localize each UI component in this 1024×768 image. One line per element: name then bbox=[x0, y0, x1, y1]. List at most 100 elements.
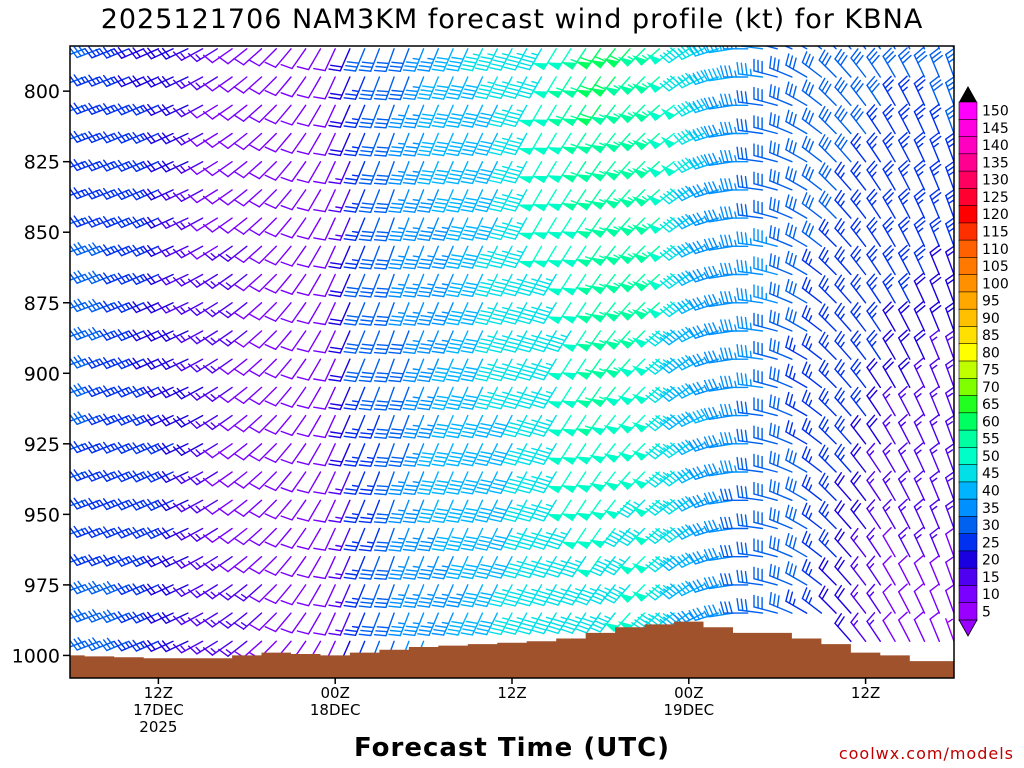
barb-full bbox=[132, 414, 142, 425]
barb-full bbox=[60, 583, 67, 592]
barb-full bbox=[172, 643, 183, 654]
barb-full bbox=[280, 600, 293, 606]
barb-full bbox=[157, 105, 167, 117]
barb-full bbox=[376, 174, 390, 178]
barb-full bbox=[84, 160, 93, 172]
barb-half bbox=[165, 305, 171, 312]
barb-full bbox=[161, 471, 171, 482]
barb-staff bbox=[274, 76, 292, 97]
barb-full bbox=[143, 500, 153, 511]
barb-full bbox=[99, 499, 108, 511]
barb-full bbox=[391, 61, 404, 65]
wind-barb bbox=[388, 104, 410, 129]
barb-staff bbox=[242, 217, 263, 235]
barb-full bbox=[389, 516, 403, 520]
barb-full bbox=[41, 132, 48, 141]
wind-barb bbox=[187, 217, 219, 232]
barb-half bbox=[351, 513, 360, 516]
barb-full bbox=[73, 469, 82, 480]
barb-full bbox=[70, 470, 78, 482]
barb-staff bbox=[211, 527, 233, 543]
barb-full bbox=[328, 68, 341, 72]
wind-barb bbox=[280, 189, 307, 211]
barb-staff bbox=[307, 330, 322, 353]
barb-half bbox=[412, 424, 421, 427]
barb-full bbox=[345, 290, 358, 294]
barb-full bbox=[389, 291, 403, 294]
barb-full bbox=[88, 159, 97, 170]
barb-full bbox=[233, 593, 245, 602]
wind-barb bbox=[280, 217, 307, 239]
barb-full bbox=[113, 443, 123, 454]
wind-barb bbox=[313, 584, 336, 608]
barb-full bbox=[70, 499, 78, 510]
barb-half bbox=[110, 331, 116, 338]
barb-full bbox=[147, 132, 156, 143]
wind-barb bbox=[280, 612, 307, 634]
barb-full bbox=[161, 527, 171, 538]
barb-half bbox=[180, 589, 186, 595]
wind-barb bbox=[296, 386, 322, 409]
wind-barb bbox=[296, 414, 322, 438]
barb-full bbox=[405, 174, 419, 177]
barb-full bbox=[187, 476, 198, 486]
barb-full bbox=[388, 69, 401, 73]
wind-barb bbox=[388, 443, 410, 467]
barb-half bbox=[412, 340, 421, 343]
wind-barb bbox=[218, 132, 248, 150]
barb-full bbox=[373, 351, 387, 355]
barb-full bbox=[157, 77, 167, 88]
wind-barb bbox=[313, 302, 336, 326]
wind-barb bbox=[343, 612, 366, 636]
barb-half bbox=[110, 105, 116, 112]
barb-full bbox=[313, 350, 326, 354]
wind-barb bbox=[233, 414, 263, 433]
barb-full bbox=[373, 182, 387, 185]
barb-full bbox=[391, 287, 404, 290]
wind-barb bbox=[313, 104, 336, 128]
barb-half bbox=[139, 218, 145, 226]
barb-full bbox=[113, 76, 123, 88]
barb-half bbox=[412, 594, 421, 597]
barb-full bbox=[143, 331, 153, 342]
wind-barb bbox=[233, 245, 263, 263]
barb-staff bbox=[324, 245, 336, 269]
barb-half bbox=[412, 311, 421, 314]
barb-full bbox=[343, 492, 357, 495]
barb-full bbox=[113, 217, 123, 229]
barb-full bbox=[157, 585, 167, 596]
barb-full bbox=[117, 187, 127, 199]
wind-barb bbox=[157, 47, 189, 60]
barb-full bbox=[70, 447, 71, 450]
barb-full bbox=[73, 46, 82, 57]
barb-full bbox=[60, 272, 67, 281]
barb-full bbox=[358, 379, 372, 383]
barb-half bbox=[139, 472, 145, 479]
barb-full bbox=[376, 456, 390, 460]
barb-half bbox=[95, 415, 101, 423]
barb-full bbox=[296, 65, 310, 71]
wind-barb bbox=[157, 612, 189, 624]
barb-full bbox=[375, 489, 389, 492]
wind-barb bbox=[218, 584, 248, 601]
barb-staff bbox=[258, 414, 277, 434]
barb-full bbox=[56, 556, 63, 565]
barb-full bbox=[218, 394, 229, 403]
wind-barb bbox=[280, 48, 307, 70]
wind-barb bbox=[264, 584, 292, 604]
barb-full bbox=[147, 301, 156, 312]
wind-barb bbox=[248, 527, 277, 547]
barb-full bbox=[60, 357, 67, 366]
barb-half bbox=[412, 198, 421, 202]
barb-staff bbox=[274, 48, 292, 68]
barb-full bbox=[358, 323, 372, 326]
barb-full bbox=[128, 387, 138, 398]
barb-half bbox=[80, 189, 86, 197]
barb-staff bbox=[211, 132, 233, 148]
barb-full bbox=[391, 541, 404, 544]
wind-barb bbox=[296, 302, 322, 325]
wind-barb bbox=[218, 414, 248, 432]
barb-half bbox=[210, 309, 217, 315]
wind-barb bbox=[402, 132, 425, 157]
barb-half bbox=[180, 645, 186, 652]
